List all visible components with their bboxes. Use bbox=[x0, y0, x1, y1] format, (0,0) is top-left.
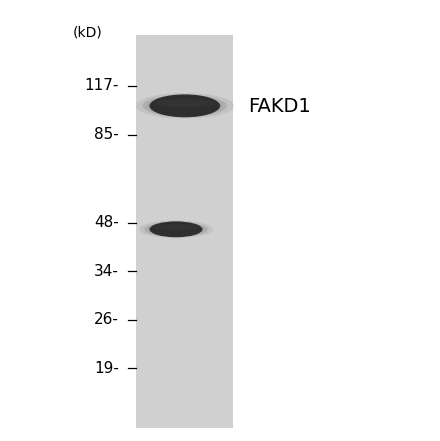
Ellipse shape bbox=[139, 220, 213, 238]
Ellipse shape bbox=[155, 99, 215, 107]
Ellipse shape bbox=[144, 222, 208, 237]
Text: 26-: 26- bbox=[94, 312, 119, 327]
Ellipse shape bbox=[143, 95, 227, 117]
Text: (kD): (kD) bbox=[73, 26, 103, 40]
Ellipse shape bbox=[148, 96, 222, 116]
Text: 19-: 19- bbox=[94, 361, 119, 376]
Ellipse shape bbox=[150, 221, 202, 237]
Text: FAKD1: FAKD1 bbox=[249, 97, 312, 116]
Ellipse shape bbox=[154, 224, 198, 230]
Ellipse shape bbox=[148, 223, 204, 236]
Text: 48-: 48- bbox=[94, 215, 119, 230]
Text: 34-: 34- bbox=[94, 264, 119, 279]
FancyBboxPatch shape bbox=[136, 35, 233, 428]
Ellipse shape bbox=[136, 93, 234, 119]
Ellipse shape bbox=[150, 94, 220, 117]
Text: 117-: 117- bbox=[84, 78, 119, 93]
Text: 85-: 85- bbox=[94, 127, 119, 142]
